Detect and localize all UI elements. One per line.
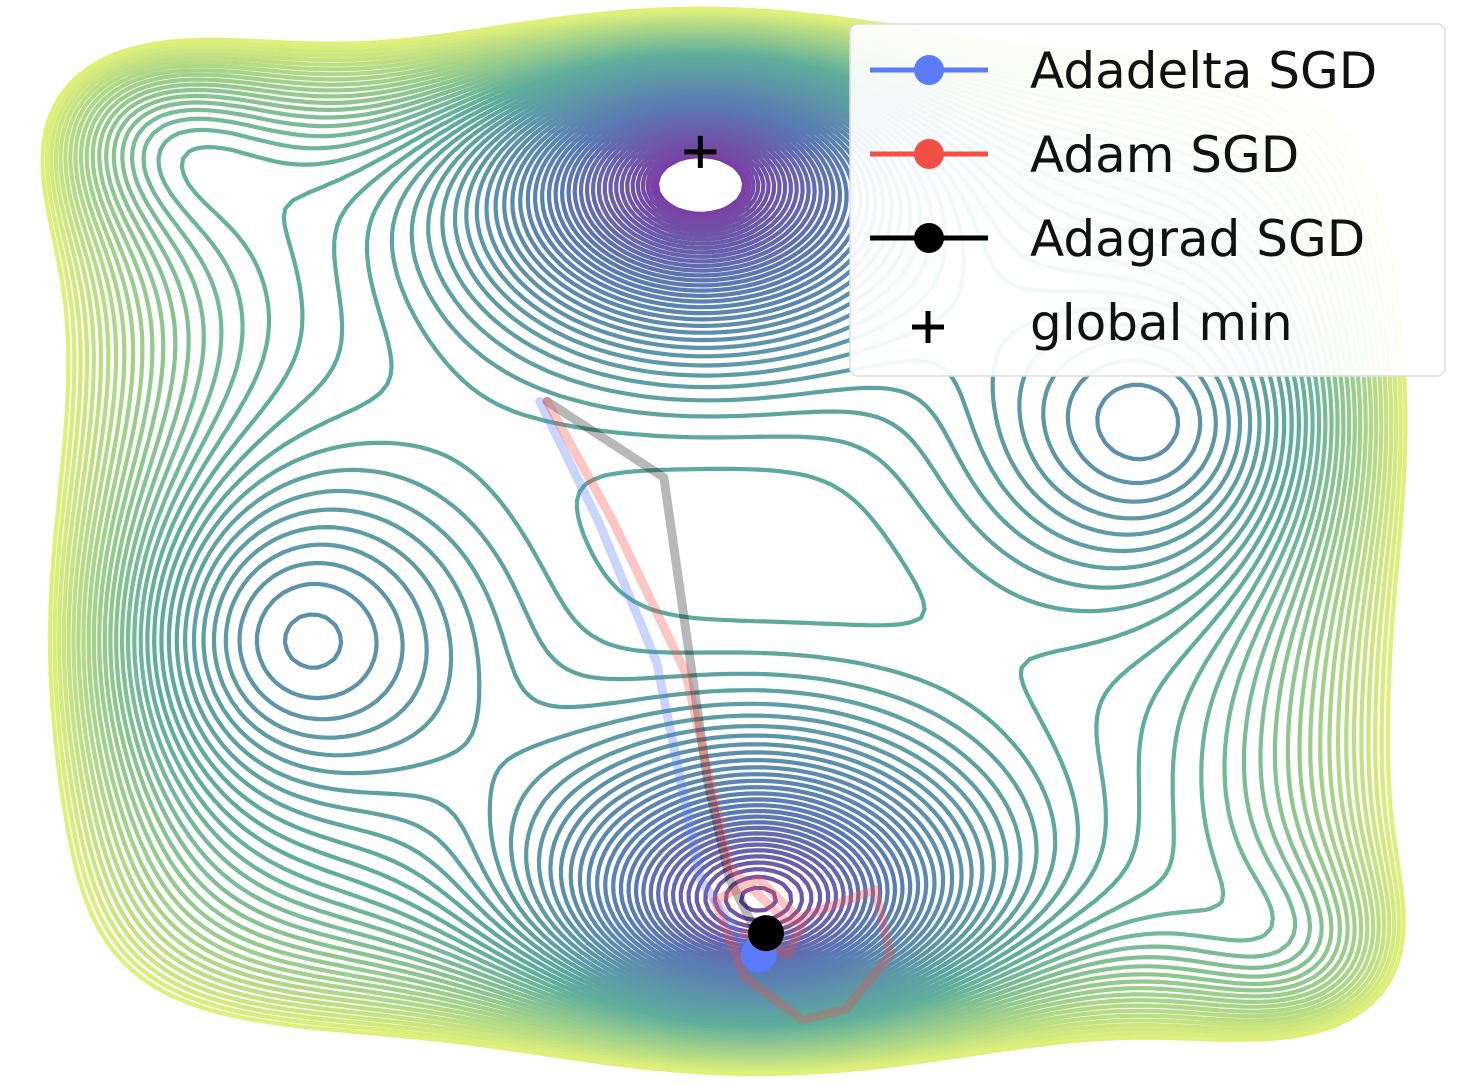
global-min-marker bbox=[684, 135, 717, 168]
contour-line bbox=[608, 127, 822, 940]
legend-label-global-min: global min bbox=[1030, 294, 1293, 352]
contour-line bbox=[640, 145, 761, 227]
legend-box bbox=[849, 23, 1446, 377]
contour-line bbox=[619, 133, 804, 929]
legend-entry-adagrad: Adagrad SGD bbox=[870, 210, 1365, 268]
path-adadelta-sgd bbox=[535, 396, 764, 960]
endpoint-adagrad-sgd bbox=[748, 915, 784, 952]
contour-line bbox=[596, 121, 839, 949]
legend-marker-adam bbox=[914, 139, 944, 169]
path-adagrad-sgd bbox=[542, 396, 771, 938]
legend-entry-global-min: global min bbox=[912, 294, 1293, 352]
contour-line bbox=[635, 142, 766, 230]
legend-entry-adadelta: Adadelta SGD bbox=[870, 42, 1377, 100]
contour-line bbox=[53, 13, 1394, 1070]
path-adam-sgd bbox=[542, 396, 895, 1025]
contour-lines bbox=[40, 6, 1408, 1077]
contour-line bbox=[625, 136, 794, 922]
contour-line bbox=[282, 79, 1181, 999]
contour-line bbox=[590, 118, 846, 953]
contour-line bbox=[533, 92, 913, 984]
legend-label-adagrad: Adagrad SGD bbox=[1030, 210, 1365, 268]
legend: Adadelta SGD Adam SGD Adagrad SGD global… bbox=[849, 23, 1446, 377]
contour-line bbox=[578, 112, 861, 961]
point-markers bbox=[684, 135, 784, 973]
legend-marker-adagrad bbox=[914, 223, 944, 253]
contour-line bbox=[560, 103, 883, 971]
legend-marker-global-min bbox=[912, 311, 944, 343]
contour-line bbox=[602, 124, 831, 944]
contour-line bbox=[614, 130, 814, 935]
legend-label-adadelta: Adadelta SGD bbox=[1030, 42, 1377, 100]
legend-marker-adadelta bbox=[914, 55, 944, 85]
contour-line bbox=[566, 106, 876, 968]
contour-line bbox=[546, 98, 897, 978]
contour-line bbox=[630, 139, 778, 913]
contour-line bbox=[572, 109, 868, 964]
contour-line bbox=[553, 101, 890, 975]
legend-entry-adam: Adam SGD bbox=[870, 126, 1299, 184]
optimizer-paths bbox=[535, 396, 895, 1025]
contour-line bbox=[584, 115, 854, 957]
legend-label-adam: Adam SGD bbox=[1030, 126, 1299, 184]
